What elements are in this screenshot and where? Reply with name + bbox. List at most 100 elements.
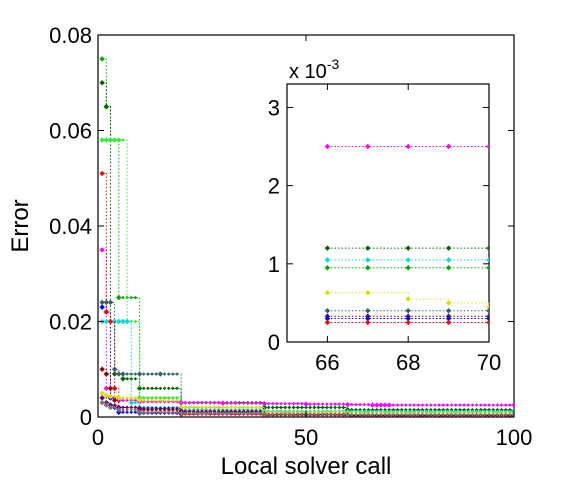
main-series-9-step-point [295, 410, 300, 415]
main-series-5-step-point [141, 372, 146, 376]
main-series-9-step-point [287, 410, 292, 415]
main-series-9-step-point [121, 396, 125, 400]
main-series-7-point [107, 318, 114, 325]
main-series-1-step-point [466, 408, 471, 412]
main-series-8-point [99, 366, 105, 372]
inset-y-tick-label: 0 [268, 330, 280, 355]
main-series-3-point [303, 401, 309, 407]
main-series-10-step-point [225, 409, 229, 414]
main-series-9-step-point [154, 398, 159, 403]
main-series-2-step-point [154, 396, 159, 400]
main-series-2-step-point [162, 396, 167, 400]
main-series-10-step-point [171, 406, 175, 411]
main-series-9-step-point [258, 405, 263, 410]
main-series-11-step-point [508, 412, 512, 417]
main-series-7-point [103, 309, 110, 315]
main-series-11-step-point [287, 412, 292, 416]
main-series-1-step-point [275, 405, 279, 410]
main-series-2-step-point [175, 396, 179, 400]
inset-series-2-point [324, 257, 331, 263]
main-series-3-step-point [266, 401, 271, 406]
main-series-10-step-point [216, 409, 221, 414]
main-series-3-step-point [420, 403, 425, 407]
main-series-10-step-point [183, 409, 188, 414]
main-series-9-step-point [250, 405, 254, 410]
main-series-3-step-point [295, 401, 300, 406]
main-series-1-step-point [503, 408, 508, 412]
main-series-3-step-point [216, 400, 221, 405]
main-x-tick-label: 0 [92, 425, 104, 450]
main-series-11-step-point [495, 412, 500, 417]
main-series-11-point [107, 404, 114, 411]
inset-series-5-point [445, 308, 452, 314]
main-series-1-step-point [383, 408, 387, 412]
main-series-11-step-point [474, 412, 479, 417]
x-axis-label: Local solver call [221, 453, 392, 480]
main-series-3-step-point [449, 403, 454, 407]
main-series-3-step-point [349, 402, 354, 407]
main-series-1-step-point [495, 408, 500, 412]
main-series-2-point [116, 137, 122, 143]
main-series-10-step-point [208, 409, 213, 414]
main-series-1-step-point [300, 405, 304, 410]
main-series-10-step-point [191, 409, 196, 414]
main-series-11-step-point [250, 411, 254, 415]
main-series-11-step-point [362, 412, 367, 417]
main-series-1-step-point [387, 408, 391, 412]
main-series-9-step-point [283, 410, 287, 415]
main-series-8-point [111, 397, 118, 404]
main-ticks-group: 0 50 100 0 0.02 0.04 0.06 0.08 [49, 23, 532, 450]
main-series-3-point [99, 247, 105, 253]
main-series-3-step-point [337, 402, 342, 406]
main-y-tick-label: 0.04 [49, 214, 92, 239]
main-series-9-step-point [133, 396, 138, 400]
main-series-3-step-point [320, 402, 325, 406]
main-series-11-step-point [162, 410, 167, 415]
main-series-3-step-point [366, 402, 371, 407]
inset-series-3-point [445, 265, 452, 271]
main-series-1-step-point [279, 405, 283, 410]
main-series-0-point [99, 56, 105, 62]
inset-y-multiplier-base: x 10 [289, 61, 327, 83]
main-series-11-step-point [158, 410, 163, 415]
main-series-5-point [157, 371, 164, 377]
main-series-1-step-point [129, 377, 134, 381]
main-series-5-step-point [150, 372, 154, 376]
main-series-3-point [220, 400, 226, 406]
main-series-1-step-point [429, 408, 433, 412]
main-series-3-step-point [316, 402, 321, 406]
main-series-8-point [107, 385, 114, 392]
main-series-11-step-point [204, 411, 208, 415]
main-series-11-step-point [266, 412, 271, 416]
main-series-1-step-point [508, 408, 512, 412]
main-series-9-step-point [308, 410, 312, 415]
main-series-3-step-point [429, 403, 433, 407]
main-series-11-step-point [462, 412, 466, 417]
main-series-3-step-point [229, 401, 233, 405]
main-series-3-step-point [341, 402, 346, 406]
main-series-3-step-point [466, 403, 471, 407]
main-series-11-step-point [270, 412, 275, 416]
inset-series-5-point [405, 308, 411, 314]
main-series-11-step-point [424, 412, 429, 417]
main-series-3-step-point [308, 402, 312, 406]
main-series-0-point [116, 294, 122, 301]
main-series-10-step-point [200, 409, 204, 414]
main-series-9-step-point [229, 405, 233, 410]
main-series-3-step-point [416, 403, 421, 407]
inset-x-tick-label: 70 [477, 350, 501, 375]
main-series-5-step-point [154, 372, 159, 376]
main-series-1-step-point [395, 408, 400, 412]
main-series-1-step-point [141, 386, 146, 391]
main-series-9-point [136, 397, 143, 404]
main-series-1-step-point [270, 405, 275, 410]
main-series-11-step-point [212, 411, 217, 415]
main-series-3-step-point [133, 398, 138, 403]
main-series-11-step-point [483, 412, 487, 417]
main-series-11-step-point [366, 412, 371, 417]
main-series-11-step-point [341, 412, 346, 416]
main-series-10-step-point [154, 406, 159, 411]
main-series-1-step-point [470, 408, 475, 412]
main-series-11-step-point [491, 412, 495, 417]
main-series-9-step-point [204, 405, 208, 410]
